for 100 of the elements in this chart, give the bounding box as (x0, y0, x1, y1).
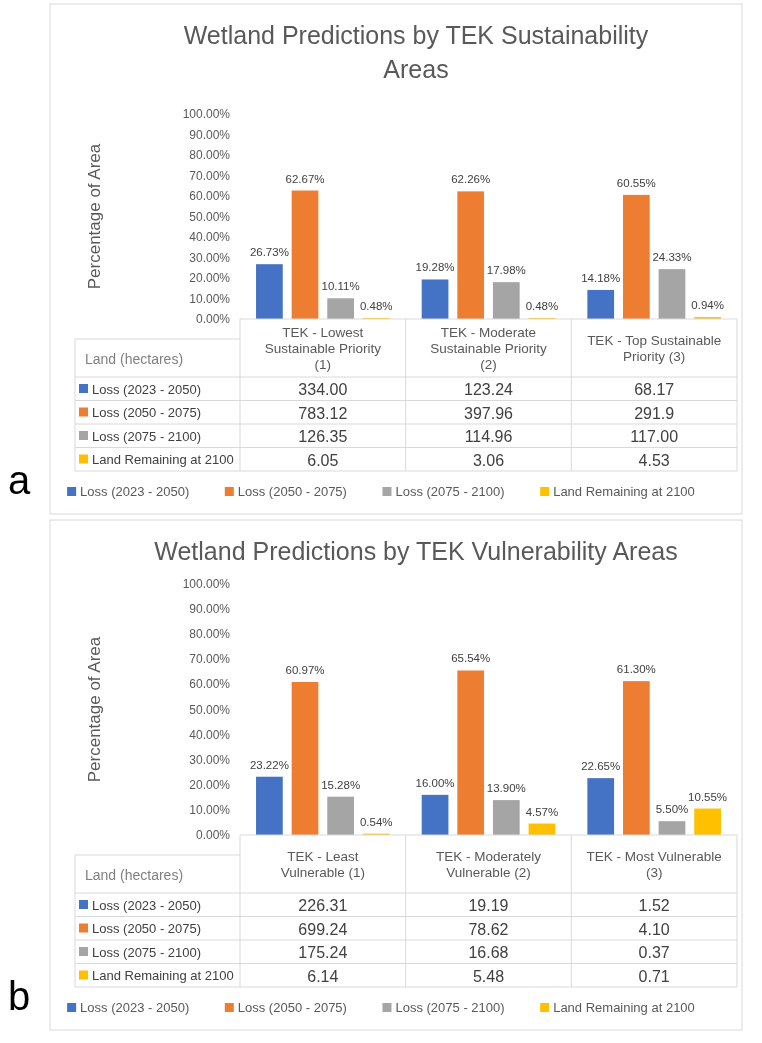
data-label: 60.55% (616, 176, 656, 189)
text: 16.68 (468, 944, 509, 961)
text: Loss (2023 - 2050) (80, 484, 190, 499)
text: 68.17 (634, 381, 675, 398)
y-tick-label: 30.00% (189, 250, 231, 265)
x-tick-label: TEK - Most Vulnerable (3) (586, 849, 722, 880)
text: Loss (2075 - 2100) (92, 944, 202, 960)
text: 3.06 (472, 451, 505, 469)
legend-label: Land Remaining at 2100 (553, 1000, 695, 1015)
y-tick-label: 100.00% (182, 577, 231, 591)
text: 334.00 (298, 381, 348, 398)
text: a (8, 458, 31, 502)
data-label: 19.28% (415, 261, 455, 274)
legend-label: Loss (2023 - 2050) (92, 381, 202, 397)
text: 5.48 (472, 967, 505, 985)
y-tick-label: 50.00% (189, 209, 231, 224)
text: 226.31 (298, 897, 348, 914)
text: Land Remaining at 2100 (92, 452, 234, 467)
text: 114.96 (464, 428, 513, 445)
y-axis-title: Percentage of Area (85, 636, 104, 783)
legend-label: Loss (2050 - 2075) (92, 405, 202, 420)
y-tick-label: 80.00% (189, 627, 231, 642)
data-label: 0.54% (359, 815, 393, 828)
text: 291.9 (634, 404, 675, 422)
y-tick-label: 20.00% (189, 271, 231, 285)
data-label: 0.94% (691, 299, 724, 312)
y-tick-label: 80.00% (189, 148, 231, 162)
data-label: 24.33% (652, 251, 692, 264)
text: 19.19 (468, 897, 509, 914)
data-label: 4.57% (525, 805, 559, 818)
text: b (8, 974, 31, 1018)
text: 0.71 (638, 967, 670, 985)
data-label: 22.65% (581, 760, 621, 773)
data-label: 60.97% (285, 663, 325, 676)
text: 4.53 (638, 451, 670, 469)
data-label: 14.18% (581, 271, 621, 284)
x-tick-label: TEK - Top Sustainable Priority (3) (587, 333, 722, 364)
data-label: 17.98% (486, 264, 526, 277)
y-tick-label: 70.00% (189, 652, 231, 667)
chart-title: Wetland Predictions by TEK Sustainability Areas (183, 21, 649, 83)
text: 1.52 (638, 897, 670, 914)
x-tick-label: TEK - Moderate Sustainable Priority (2) (430, 325, 547, 372)
y-tick-label: 90.00% (189, 127, 231, 142)
data-label: 16.00% (415, 776, 455, 789)
text: 123.24 (464, 381, 514, 398)
text: Loss (2050 - 2075) (237, 484, 347, 499)
y-tick-label: 100.00% (182, 107, 231, 121)
y-tick-label: 90.00% (189, 602, 231, 617)
y-tick-label: 60.00% (189, 189, 231, 203)
text: 126.35 (298, 428, 348, 445)
text: 78.62 (468, 920, 509, 938)
data-label: 65.54% (451, 652, 491, 665)
legend-label: Loss (2075 - 2100) (395, 484, 505, 499)
y-tick-label: 20.00% (189, 777, 231, 792)
data-label: 0.48% (525, 300, 559, 313)
text: 117.00 (630, 428, 679, 445)
legend-label: Land Remaining at 2100 (553, 484, 695, 499)
legend-label: Loss (2075 - 2100) (395, 1000, 505, 1015)
data-label: 5.50% (655, 803, 689, 816)
text: Loss (2075 - 2100) (92, 428, 202, 444)
data-label: 61.30% (616, 663, 656, 676)
data-label: 15.28% (321, 778, 361, 791)
text: 397.96 (464, 404, 514, 422)
x-tick-label: TEK - Moderately Vulnerable (2) (435, 849, 542, 880)
data-label: 0.48% (359, 300, 393, 313)
y-tick-label: 10.00% (189, 802, 231, 817)
data-label: 10.11% (321, 280, 360, 293)
text: Loss (2023 - 2050) (80, 1000, 190, 1015)
text: Land (hectares) (85, 867, 184, 883)
text: 699.24 (298, 920, 348, 938)
y-tick-label: 70.00% (189, 168, 231, 183)
y-axis-title: Percentage of Area (85, 143, 104, 290)
text: 6.05 (307, 451, 339, 469)
x-tick-label: TEK - Lowest Sustainable Priority (1) (264, 325, 382, 372)
text: Loss (2050 - 2075) (237, 1000, 347, 1015)
text: 4.10 (638, 920, 670, 938)
y-tick-label: 0.00% (195, 312, 231, 326)
legend-label: Loss (2050 - 2075) (92, 921, 202, 936)
y-tick-label: 40.00% (189, 230, 231, 244)
data-label: 62.67% (285, 172, 325, 185)
text: 783.12 (298, 404, 348, 422)
data-label: 26.73% (249, 246, 289, 259)
data-label: 23.22% (249, 758, 289, 771)
chart-title: Wetland Predictions by TEK Vulnerability Areas (154, 537, 678, 565)
x-tick-label: TEK - Least Vulnerable (1) (280, 849, 365, 880)
text: Land Remaining at 2100 (92, 968, 234, 983)
text: 175.24 (298, 944, 348, 961)
text: Land (hectares) (85, 351, 184, 367)
data-label: 10.55% (688, 790, 728, 803)
data-label: 13.90% (486, 782, 526, 795)
y-tick-label: 10.00% (189, 291, 231, 306)
y-tick-label: 0.00% (195, 828, 231, 842)
data-label: 62.26% (451, 173, 491, 186)
y-tick-label: 50.00% (189, 702, 231, 717)
text: 6.14 (307, 967, 339, 985)
legend-label: Loss (2023 - 2050) (92, 897, 202, 913)
y-tick-label: 30.00% (189, 752, 231, 767)
text: 0.37 (638, 944, 670, 961)
y-tick-label: 40.00% (189, 727, 231, 742)
y-tick-label: 60.00% (189, 677, 231, 692)
